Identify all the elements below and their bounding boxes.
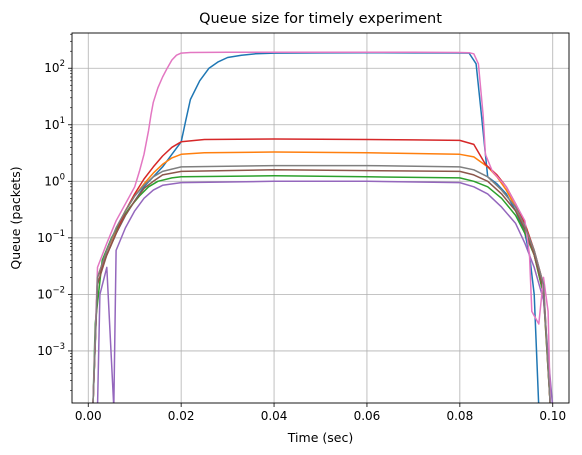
series-group	[92, 51, 554, 403]
chart-title: Queue size for timely experiment	[199, 11, 442, 27]
series-line	[92, 51, 552, 403]
y-axis-label: Queue (packets)	[8, 166, 23, 269]
y-axis-ticks: 10−3 10−2 10−1 100 101 102	[37, 33, 72, 391]
y-tick-label: 100	[44, 172, 65, 188]
x-axis-label: Time (sec)	[287, 430, 353, 445]
x-tick-label: 0.00	[75, 409, 102, 423]
y-tick-label: 10−3	[37, 342, 65, 358]
x-tick-label: 0.06	[354, 409, 381, 423]
series-line	[92, 169, 551, 403]
x-tick-label: 0.08	[446, 409, 473, 423]
x-tick-label: 0.10	[539, 409, 566, 423]
plot-frame	[71, 32, 570, 404]
series-line	[92, 164, 551, 403]
y-tick-label: 101	[44, 116, 65, 132]
x-tick-label: 0.02	[168, 409, 195, 423]
y-tick-label: 102	[44, 59, 65, 75]
grid-lines	[72, 33, 569, 403]
y-tick-label: 10−2	[37, 285, 65, 301]
series-line	[96, 180, 554, 403]
series-line	[92, 175, 551, 403]
series-line	[92, 51, 540, 403]
x-axis-ticks: 0.00 0.02 0.04 0.06 0.08 0.10	[75, 403, 566, 423]
y-tick-label: 10−1	[37, 229, 65, 245]
x-tick-label: 0.04	[261, 409, 288, 423]
